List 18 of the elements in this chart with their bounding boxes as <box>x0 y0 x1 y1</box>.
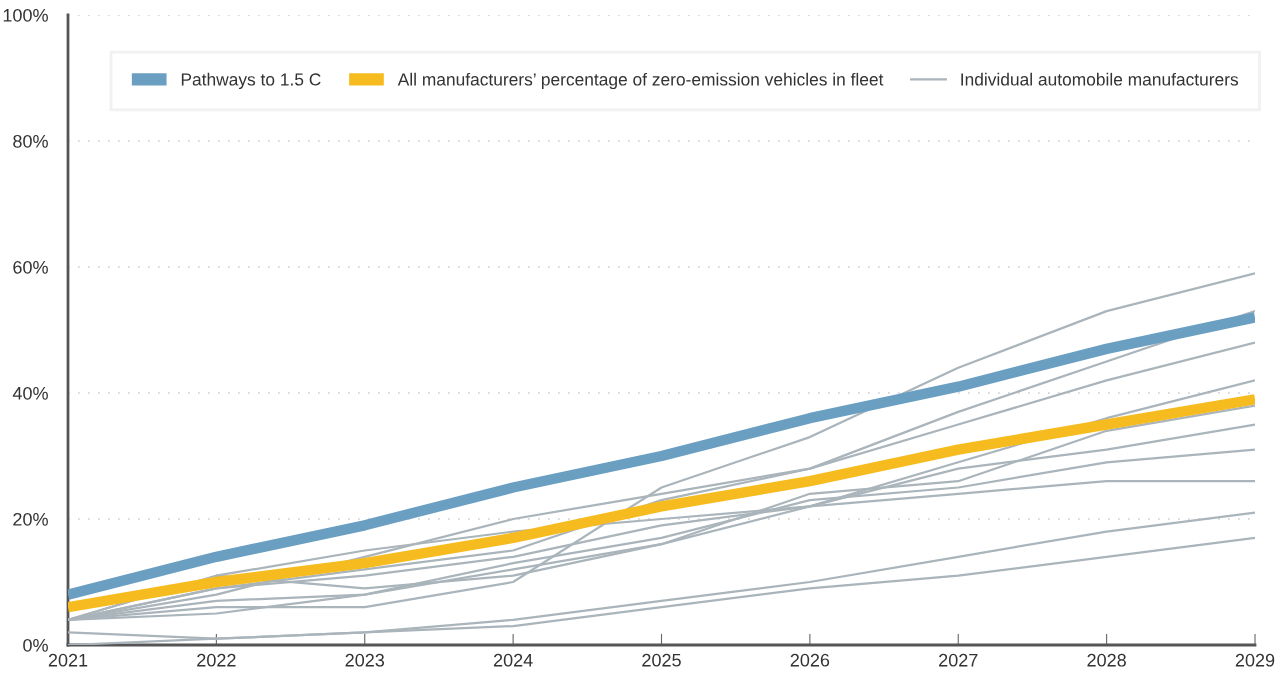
y-tick-label: 100% <box>3 8 48 22</box>
x-tick-label: 2021 <box>48 653 88 667</box>
legend-label: All manufacturers’ percentage of zero-emission vehicles in fleet <box>397 72 884 90</box>
x-tick-label: 2024 <box>493 653 533 667</box>
x-tick-label: 2022 <box>197 653 236 667</box>
legend-label: Individual automobile manufacturers <box>961 72 1239 86</box>
y-tick-label: 0% <box>23 638 48 652</box>
x-tick-label: 2025 <box>642 653 681 667</box>
y-tick-label: 40% <box>12 386 48 400</box>
legend-label: Pathways to 1.5 C <box>181 72 321 90</box>
y-tick-label: 60% <box>13 260 48 274</box>
x-tick-label: 2026 <box>790 653 830 667</box>
x-tick-label: 2029 <box>1235 653 1275 667</box>
x-tick-label: 2023 <box>345 653 385 667</box>
y-tick-label: 20% <box>13 512 48 526</box>
x-tick-label: 2028 <box>1087 653 1126 667</box>
x-tick-label: 2027 <box>939 653 978 667</box>
y-tick-label: 80% <box>13 134 48 148</box>
